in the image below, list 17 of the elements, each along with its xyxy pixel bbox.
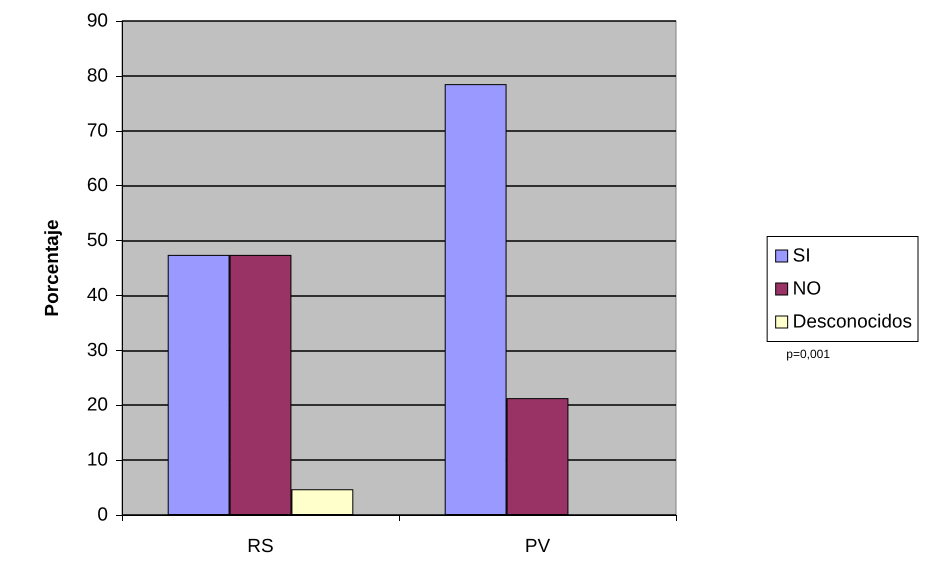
y-tick-label: 80 <box>86 65 108 86</box>
x-tick-label: RS <box>247 536 274 557</box>
y-tick-label: 10 <box>86 450 108 471</box>
y-axis-title: Porcentaje <box>42 219 63 317</box>
legend-label: NO <box>792 278 822 300</box>
y-tick-label: 70 <box>86 120 108 142</box>
text: p=0,001 <box>786 347 830 361</box>
y-tick-label: 50 <box>86 230 108 252</box>
y-tick-label: 0 <box>97 504 108 526</box>
y-tick-label: 30 <box>86 340 108 361</box>
legend-label: Desconocidos <box>792 312 912 332</box>
y-tick-label: 90 <box>86 10 108 32</box>
legend-label: SI <box>792 246 811 266</box>
x-tick-label: PV <box>524 536 550 557</box>
y-tick-label: 40 <box>86 284 108 306</box>
y-tick-label: 20 <box>86 394 108 416</box>
y-tick-label: 60 <box>86 175 108 196</box>
